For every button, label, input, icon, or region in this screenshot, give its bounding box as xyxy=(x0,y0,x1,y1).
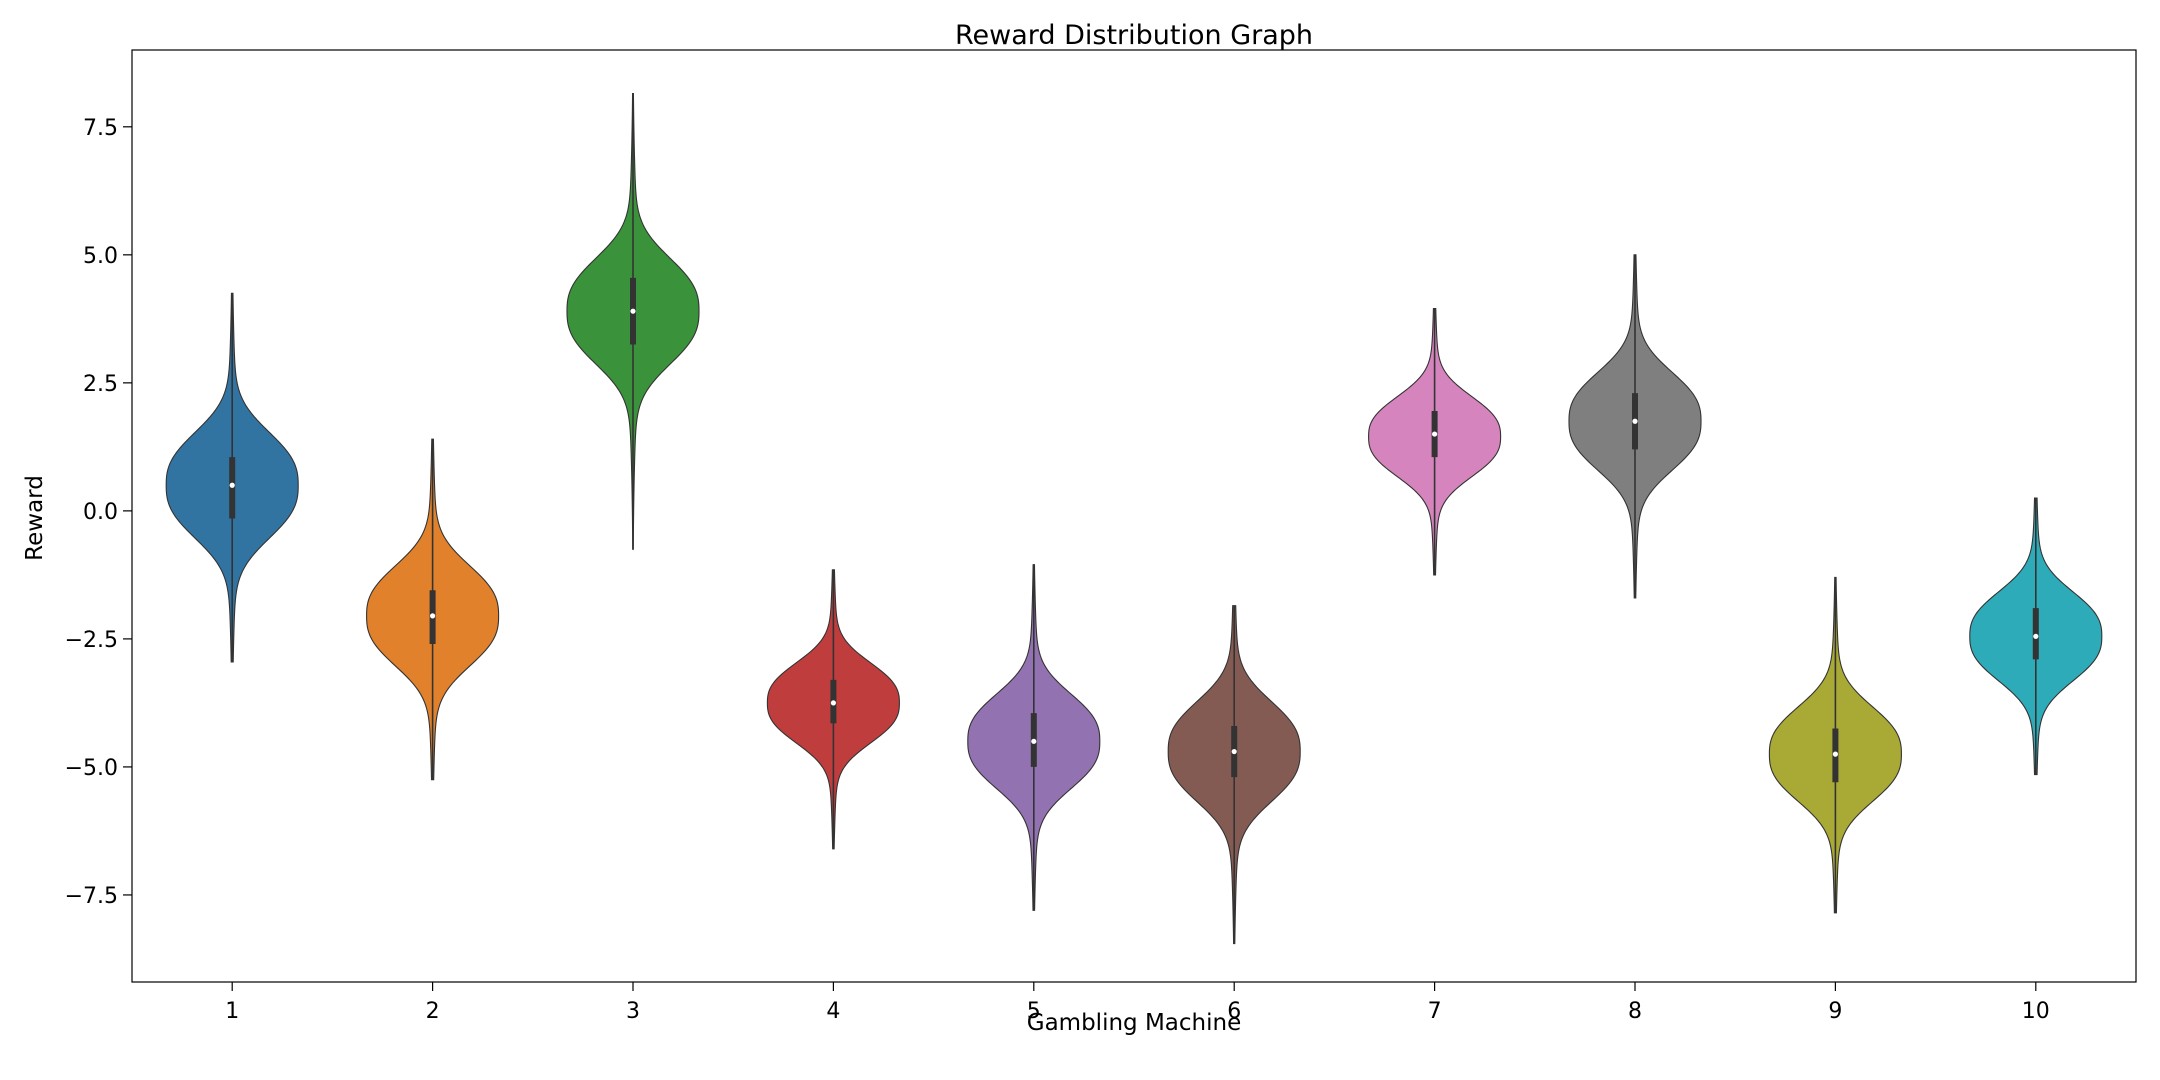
chart-title: Reward Distribution Graph xyxy=(955,20,1313,51)
x-tick-label: 6 xyxy=(1227,999,1241,1024)
violin-6 xyxy=(1167,605,1301,945)
violin-median-point xyxy=(1231,748,1237,755)
x-axis: 1 2 3 4 5 6 7 8 9 10 xyxy=(225,982,2050,1024)
violin-4 xyxy=(766,569,900,850)
violin-8 xyxy=(1568,254,1702,599)
violin-median-point xyxy=(430,613,436,619)
x-tick-label: 5 xyxy=(1027,999,1041,1024)
violin-2 xyxy=(366,438,500,781)
y-tick-label: −2.5 xyxy=(65,628,118,653)
x-tick-label: 4 xyxy=(826,999,840,1024)
y-axis: −7.5 −5.0 −2.5 0.0 2.5 5.0 7.5 xyxy=(65,116,132,909)
violin-median-point xyxy=(1432,431,1438,437)
y-tick-label: −5.0 xyxy=(65,756,118,781)
violin-median-point xyxy=(229,482,235,488)
x-tick-label: 2 xyxy=(426,999,440,1024)
y-tick-label: 2.5 xyxy=(83,372,118,397)
x-axis-label: Gambling Machine xyxy=(1027,1010,1241,1036)
plot-frame xyxy=(131,49,2137,983)
violin-1 xyxy=(165,292,299,663)
violin-10 xyxy=(1969,497,2103,776)
violin-9 xyxy=(1768,576,1902,914)
violin-3 xyxy=(566,92,700,550)
x-tick-label: 1 xyxy=(225,999,239,1024)
violin-median-point xyxy=(1832,751,1838,757)
violin-median-point xyxy=(1632,418,1638,424)
y-tick-label: −7.5 xyxy=(65,884,118,909)
x-tick-label: 7 xyxy=(1428,999,1442,1024)
x-tick-label: 9 xyxy=(1828,999,1842,1024)
violin-5 xyxy=(967,564,1101,911)
violin-median-point xyxy=(630,308,636,314)
y-tick-label: 5.0 xyxy=(83,244,118,269)
violin-7 xyxy=(1368,308,1502,576)
violin-median-point xyxy=(1031,738,1037,744)
plot-area xyxy=(165,92,2103,945)
x-tick-label: 8 xyxy=(1628,999,1642,1024)
y-tick-label: 7.5 xyxy=(83,116,118,141)
violin-median-point xyxy=(2033,633,2039,639)
x-tick-label: 3 xyxy=(626,999,640,1024)
x-tick-label: 10 xyxy=(2022,999,2050,1024)
y-tick-label: 0.0 xyxy=(83,500,118,525)
violin-median-point xyxy=(830,700,837,706)
y-axis-label: Reward xyxy=(22,475,48,561)
